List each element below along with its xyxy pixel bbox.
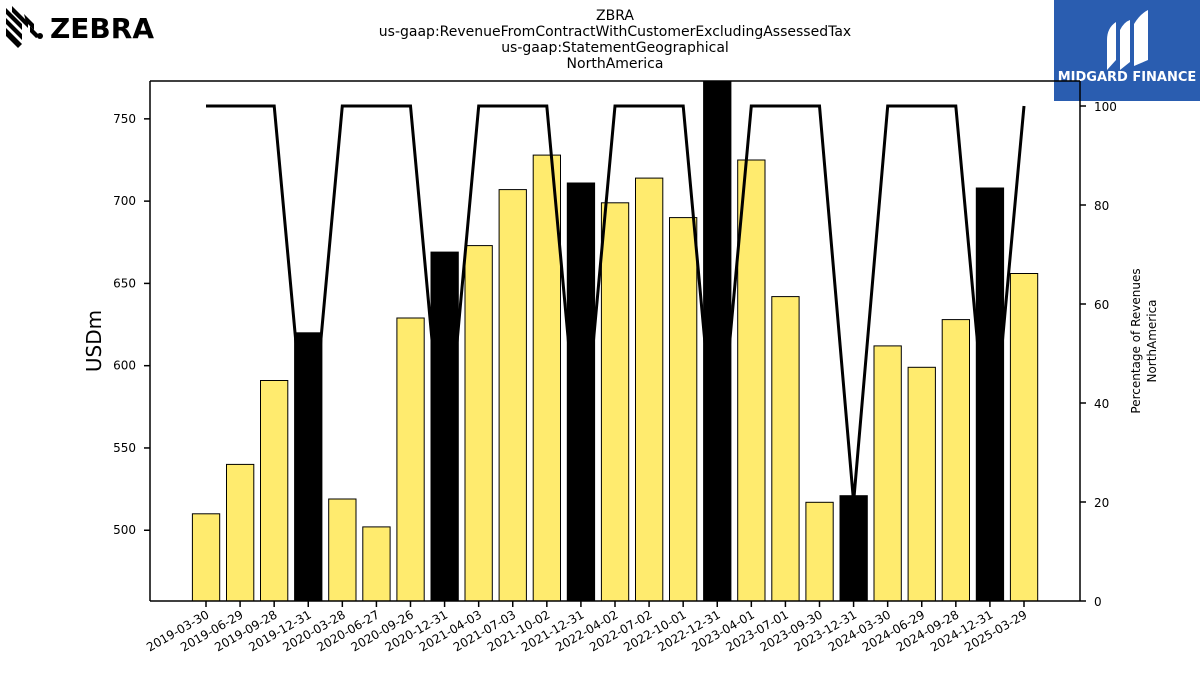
bar	[941, 319, 971, 602]
bar	[771, 296, 800, 602]
x-axis: 2019-03-302019-06-292019-09-282019-12-31…	[144, 601, 1030, 654]
bar	[226, 463, 255, 602]
bar	[328, 498, 357, 602]
chart-title: ZBRA us-gaap:RevenueFromContractWithCust…	[379, 8, 851, 72]
bar	[191, 513, 221, 602]
y2-tick-label: 100	[1094, 100, 1117, 114]
y-tick-label: 600	[113, 359, 136, 373]
bar	[396, 317, 425, 602]
y-tick-label: 700	[113, 194, 136, 208]
y2-tick-label: 20	[1094, 496, 1109, 510]
bar	[635, 177, 664, 602]
y2-axis-label: NorthAmerica	[1145, 299, 1159, 382]
y-tick-label: 750	[113, 112, 136, 126]
percentage-line	[206, 104, 1026, 503]
midgard-m-icon	[1107, 10, 1148, 70]
line-series	[206, 104, 1026, 503]
bar-year-end	[975, 187, 1005, 602]
zebra-logo: ZEBRA	[6, 6, 154, 48]
bar-year-end	[566, 182, 596, 602]
bar	[498, 189, 527, 602]
zebra-head-icon	[6, 6, 43, 48]
zebra-logo-text: ZEBRA	[50, 12, 154, 45]
y-tick-label: 550	[113, 441, 136, 455]
bar-year-end	[839, 495, 868, 602]
bar	[260, 380, 289, 602]
y-axis-left: 500 550 600 650 700 750	[113, 112, 150, 537]
bar	[737, 159, 766, 602]
midgard-logo-text: MIDGARD FINANCE	[1058, 70, 1197, 85]
chart-title-line: ZBRA	[596, 8, 634, 24]
chart-title-line: NorthAmerica	[567, 56, 664, 72]
bar	[464, 245, 493, 602]
chart-title-line: us-gaap:RevenueFromContractWithCustomerE…	[379, 24, 851, 40]
bar	[362, 526, 391, 602]
y2-tick-label: 60	[1094, 298, 1109, 312]
midgard-finance-logo: MIDGARD FINANCE	[1054, 0, 1200, 101]
bar	[873, 345, 902, 602]
bar	[805, 501, 834, 602]
y2-axis-label: Percentage of Revenues	[1129, 268, 1143, 413]
y-tick-label: 500	[113, 523, 136, 537]
chart-title-line: us-gaap:StatementGeographical	[501, 40, 729, 56]
y2-tick-label: 40	[1094, 397, 1109, 411]
bar-year-end	[430, 251, 459, 602]
y-axis-label: USDm	[82, 310, 106, 372]
bar-series	[191, 80, 1039, 602]
bar	[600, 202, 630, 602]
bar	[907, 366, 936, 602]
bar	[669, 217, 698, 602]
y2-tick-label: 80	[1094, 199, 1109, 213]
y-tick-label: 650	[113, 276, 136, 290]
y2-tick-label: 0	[1094, 595, 1102, 609]
y-axis-right: 0 20 40 60 80 100	[1080, 100, 1117, 609]
bar	[1009, 273, 1039, 602]
bar-year-end	[703, 80, 732, 602]
